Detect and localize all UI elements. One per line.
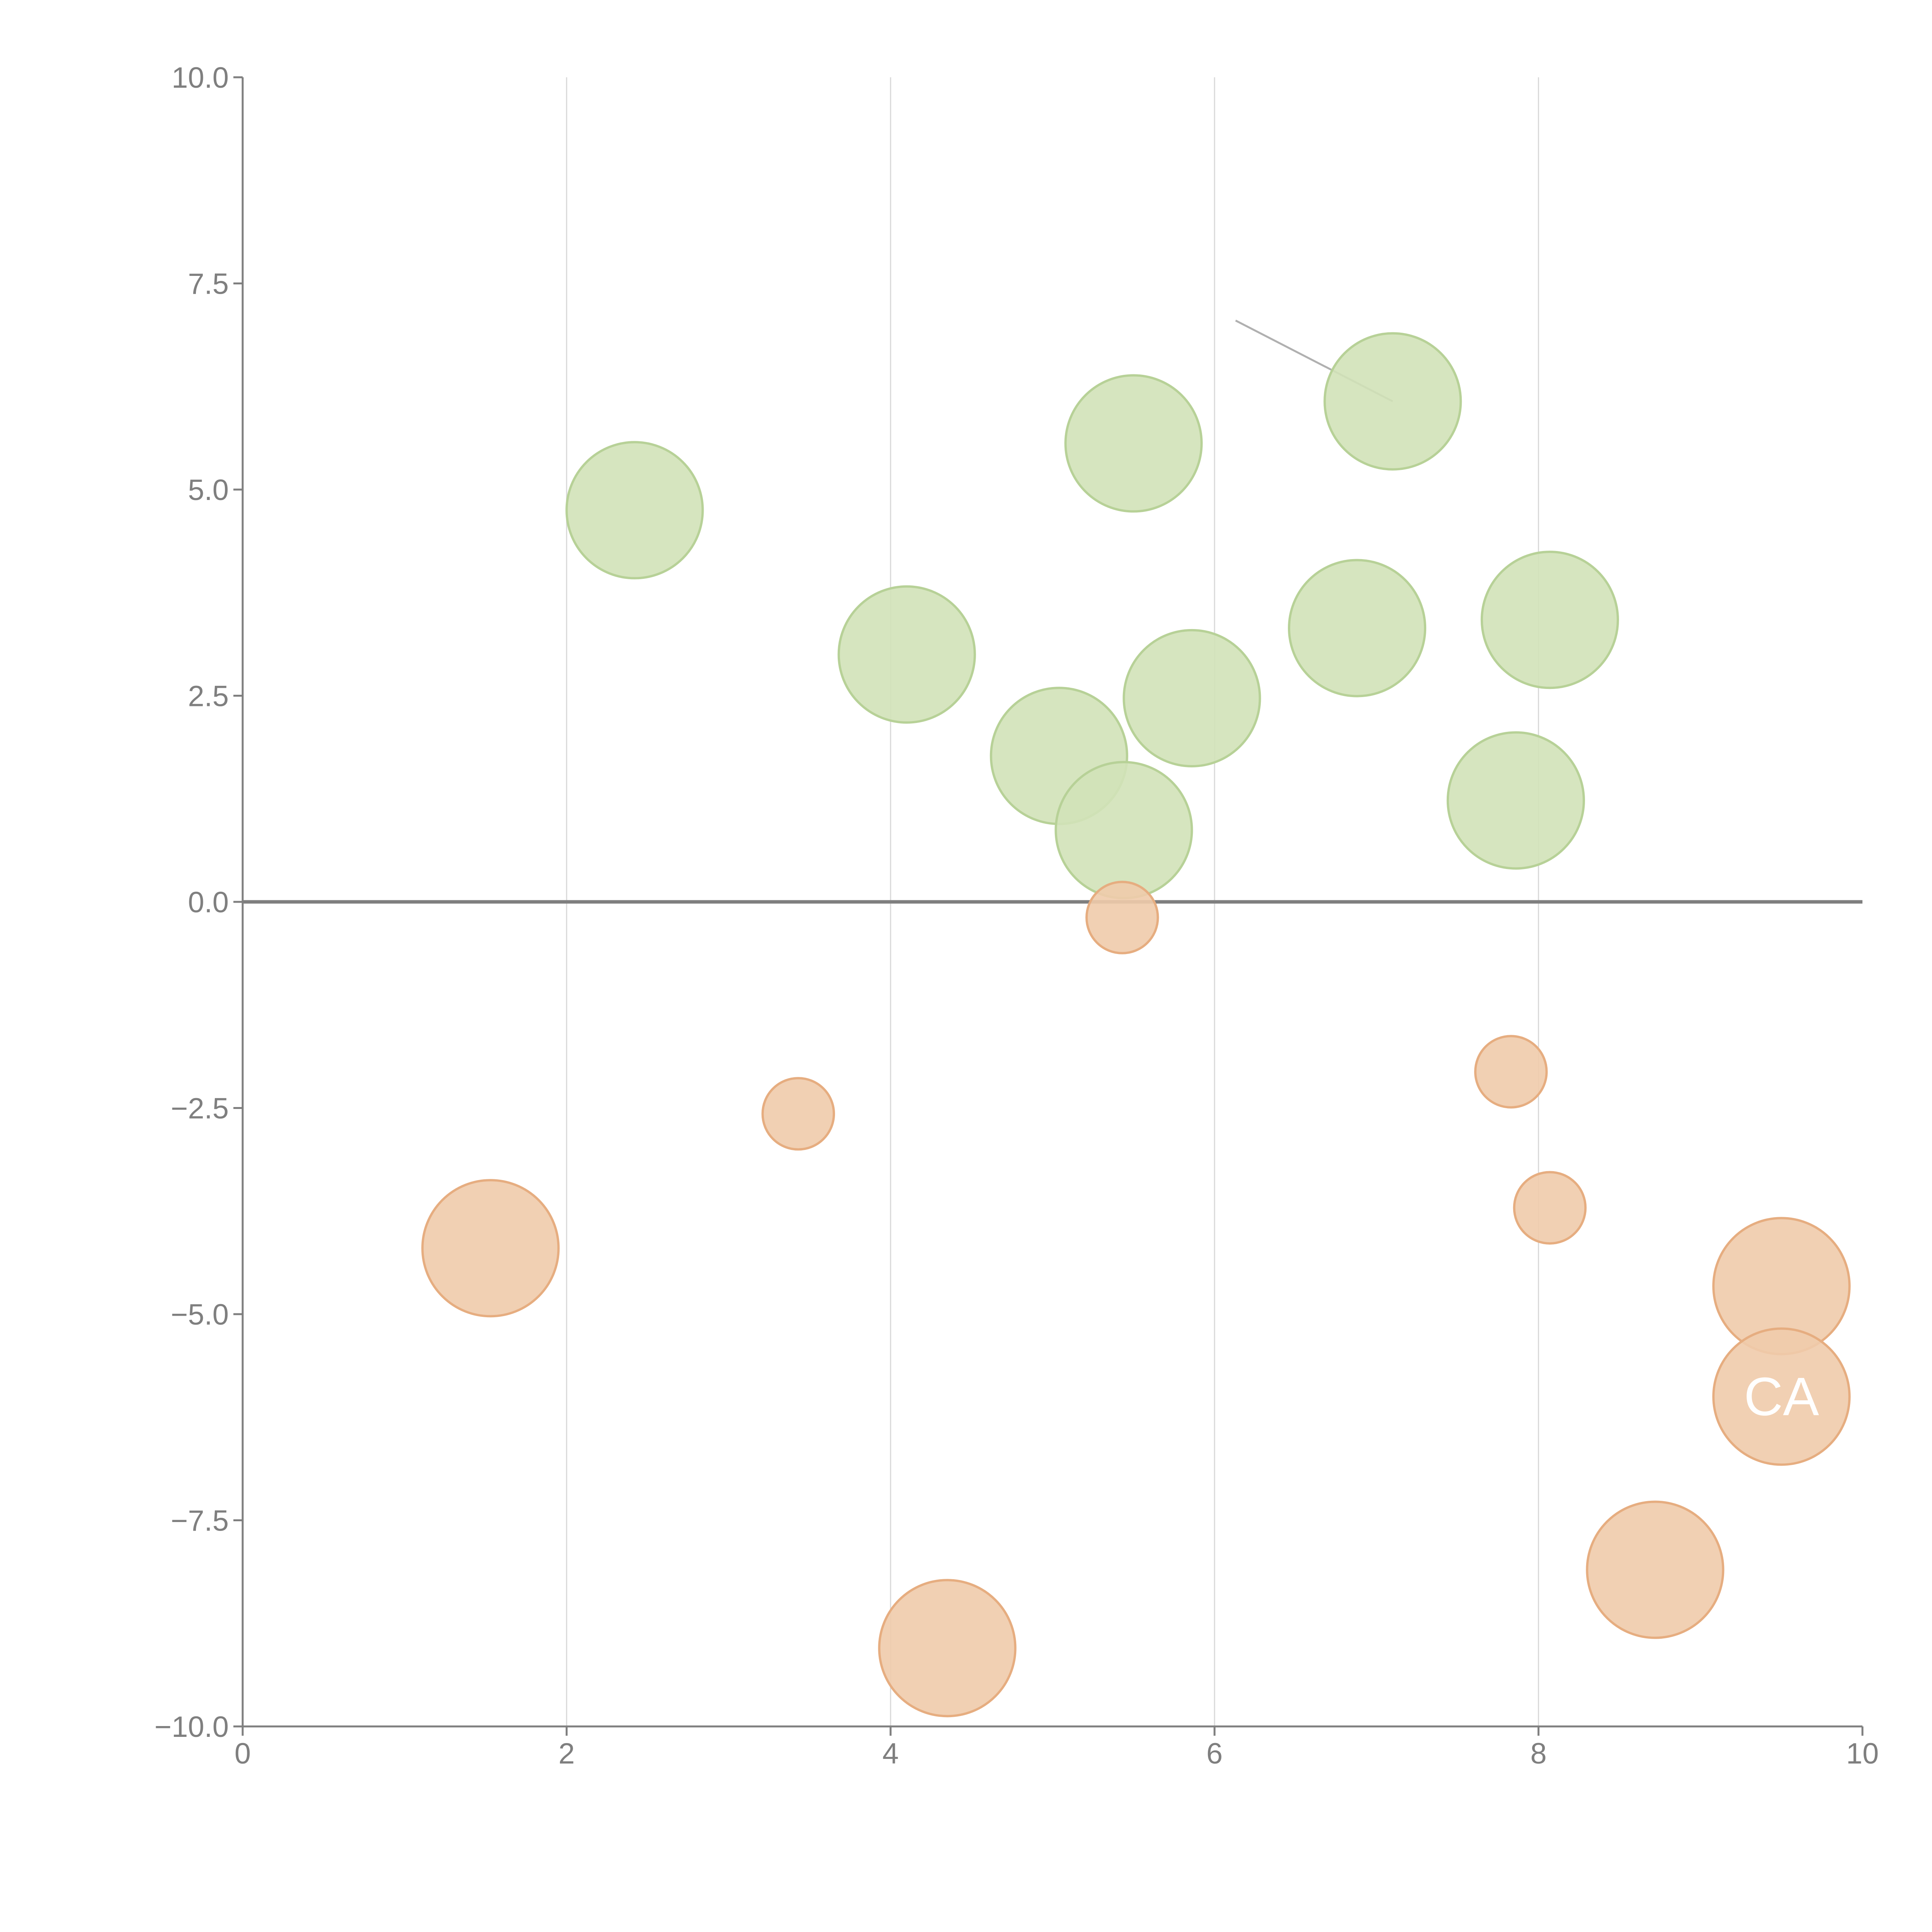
y-tick-label: −2.5 (171, 1092, 229, 1125)
axes (233, 76, 1864, 1736)
negative-point (878, 1579, 1017, 1718)
positive-point (1064, 374, 1203, 513)
x-tick-label: 4 (883, 1737, 899, 1770)
positive-point (565, 441, 704, 580)
x-tick-label: 6 (1206, 1737, 1223, 1770)
x-tick-label: 2 (558, 1737, 575, 1770)
y-tick-label: 0.0 (188, 886, 229, 919)
positive-point (1122, 629, 1261, 767)
positive-point (1480, 551, 1619, 689)
x-tick-label: 8 (1530, 1737, 1546, 1770)
data-label: CA (1744, 1366, 1819, 1427)
y-tick-label: −7.5 (171, 1505, 229, 1537)
x-tick-label: 10 (1846, 1737, 1879, 1770)
tick-labels: 0 2 4 6 8 10 10.0 7.5 5.0 2.5 0.0 −2.5 −5.0 −7.5 −10.0 (155, 61, 1879, 1770)
negative-point (1586, 1500, 1725, 1639)
y-tick-label: 2.5 (188, 680, 229, 713)
positive-point (837, 585, 976, 724)
negative-point (1474, 1035, 1548, 1109)
y-tick-label: 10.0 (172, 61, 229, 94)
y-tick-label: −10.0 (155, 1711, 229, 1743)
positive-point (1054, 761, 1193, 900)
negative-point (1712, 1327, 1851, 1466)
data-points (421, 332, 1851, 1718)
y-tick-label: 7.5 (188, 268, 229, 301)
x-tick-label: 0 (235, 1737, 251, 1770)
y-tick-label: 5.0 (188, 474, 229, 507)
positive-point (1446, 731, 1585, 870)
y-tick-label: −5.0 (171, 1298, 229, 1331)
positive-point (1288, 559, 1427, 697)
negative-point (1085, 881, 1159, 954)
negative-point (1513, 1171, 1587, 1245)
positive-point (1323, 332, 1462, 471)
negative-point (421, 1179, 560, 1318)
negative-point (761, 1077, 835, 1151)
data-labels: CA (1744, 1366, 1819, 1427)
